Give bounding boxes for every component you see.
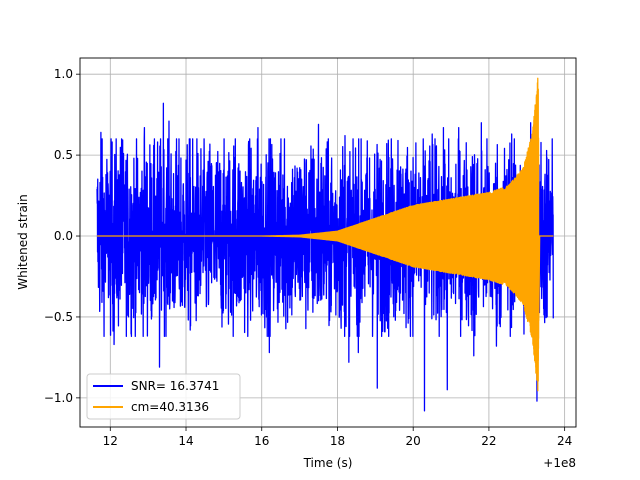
y-axis-ticks: −1.0 −0.5 0.0 0.5 1.0: [44, 67, 80, 405]
x-tick-label: 12: [103, 434, 118, 448]
legend-label-cm: cm=40.3136: [131, 400, 209, 414]
y-axis-label: Whitened strain: [16, 194, 30, 290]
x-tick-label: 18: [330, 434, 345, 448]
series-line-cm: [96, 77, 554, 392]
x-axis-ticks: 12 14 16 18 20 22 24: [103, 427, 572, 448]
x-tick-label: 16: [254, 434, 269, 448]
legend-box: [86, 373, 241, 420]
x-tick-label: 14: [178, 434, 193, 448]
x-tick-label: 22: [481, 434, 496, 448]
x-axis-offset-label: +1e8: [543, 456, 576, 470]
y-tick-label: 1.0: [54, 67, 73, 81]
y-tick-label: 0.5: [54, 148, 73, 162]
x-tick-label: 24: [557, 434, 572, 448]
y-tick-label: −1.0: [44, 391, 73, 405]
legend: SNR= 16.3741 cm=40.3136: [86, 373, 241, 420]
y-tick-label: 0.0: [54, 229, 73, 243]
x-axis-label: Time (s): [303, 456, 353, 470]
legend-label-snr: SNR= 16.3741: [131, 379, 219, 393]
plot-frame: [79, 57, 577, 428]
y-tick-label: −0.5: [44, 310, 73, 324]
x-tick-label: 20: [406, 434, 421, 448]
series-layer: [96, 77, 554, 412]
